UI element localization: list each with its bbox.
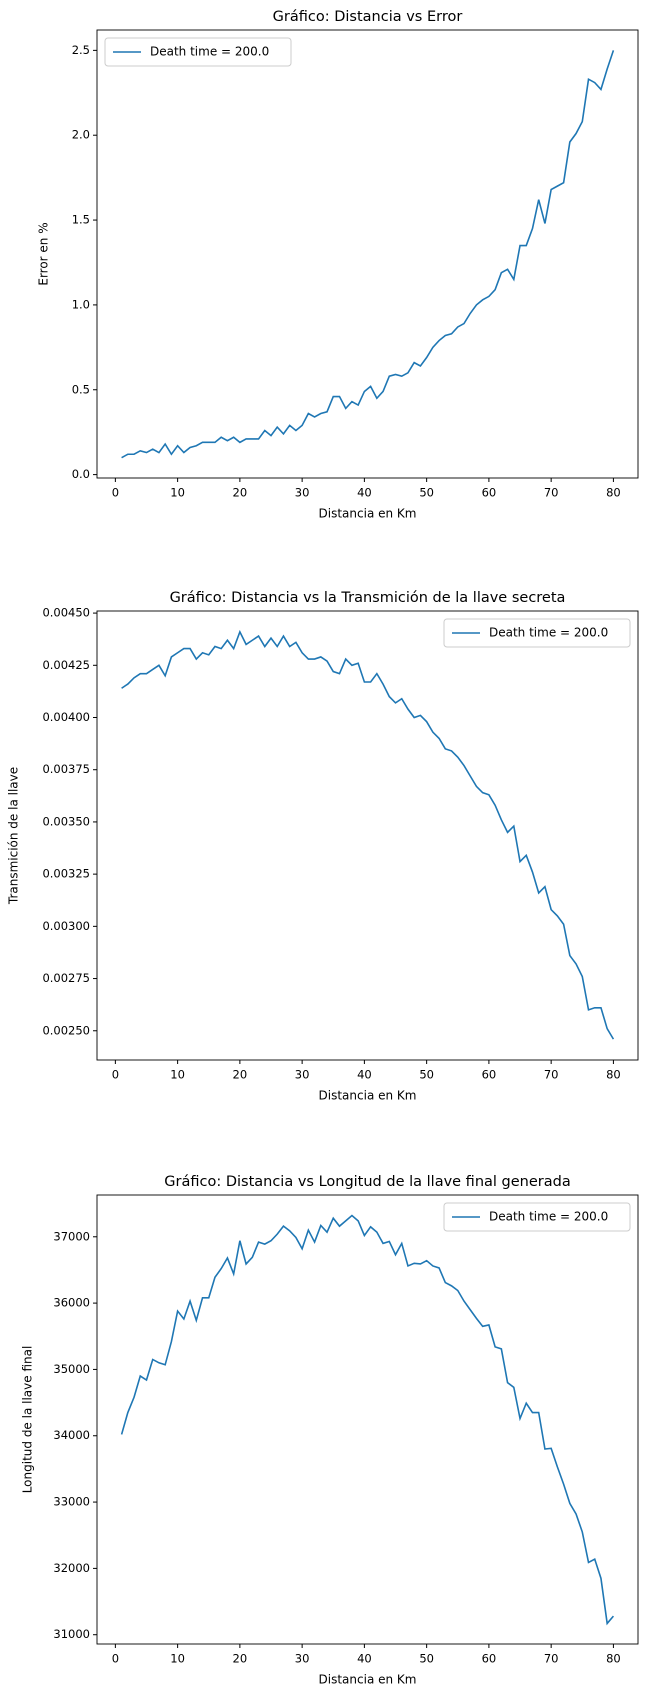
x-tick-label: 10 bbox=[170, 1068, 185, 1082]
y-tick-label: 0.00325 bbox=[42, 867, 90, 881]
plot-frame bbox=[96, 1194, 639, 1645]
y-tick-label: 0.00275 bbox=[42, 971, 90, 985]
legend-label: Death time = 200.0 bbox=[150, 45, 269, 59]
x-tick-label: 0 bbox=[112, 1652, 119, 1666]
y-axis-label: Transmición de la llave bbox=[7, 767, 21, 905]
plot-frame bbox=[96, 610, 639, 1061]
chart-title: Gráfico: Distancia vs Longitud de la lla… bbox=[164, 1174, 570, 1190]
legend-box bbox=[443, 618, 631, 648]
data-line bbox=[121, 50, 615, 459]
x-tick-label: 20 bbox=[233, 1652, 248, 1666]
x-tick-label: 20 bbox=[233, 486, 248, 500]
y-tick-label: 36000 bbox=[53, 1296, 90, 1310]
x-axis-label: Distancia en Km bbox=[319, 507, 417, 521]
x-tick-label: 80 bbox=[606, 486, 621, 500]
x-tick-label: 60 bbox=[482, 1068, 497, 1082]
x-tick-label: 80 bbox=[606, 1652, 621, 1666]
y-tick-label: 2.0 bbox=[72, 128, 90, 142]
y-tick-label: 0.00300 bbox=[42, 919, 90, 933]
plot-frame bbox=[96, 29, 639, 479]
y-tick-label: 33000 bbox=[53, 1495, 90, 1509]
chart: Gráfico: Distancia vs la Transmición de … bbox=[7, 590, 639, 1103]
x-tick-label: 40 bbox=[357, 1652, 372, 1666]
x-tick-label: 70 bbox=[544, 1068, 559, 1082]
y-tick-label: 31000 bbox=[53, 1627, 90, 1641]
y-tick-label: 35000 bbox=[53, 1362, 90, 1376]
legend-box bbox=[104, 37, 292, 67]
chart: Gráfico: Distancia vs Error 0 10 20 30 40 50 60… bbox=[37, 9, 639, 521]
y-tick-label: 37000 bbox=[53, 1229, 90, 1243]
x-tick-label: 20 bbox=[233, 1068, 248, 1082]
legend-label: Death time = 200.0 bbox=[489, 626, 608, 640]
x-tick-label: 0 bbox=[112, 1068, 119, 1082]
y-tick-label: 0.00250 bbox=[42, 1023, 90, 1037]
y-tick-label: 0.5 bbox=[72, 382, 90, 396]
x-tick-label: 50 bbox=[419, 1068, 434, 1082]
x-tick-label: 60 bbox=[482, 1652, 497, 1666]
y-tick-label: 0.00400 bbox=[42, 710, 90, 724]
x-tick-label: 40 bbox=[357, 486, 372, 500]
legend-label: Death time = 200.0 bbox=[489, 1210, 608, 1224]
x-tick-label: 60 bbox=[482, 486, 497, 500]
data-line bbox=[121, 629, 615, 1040]
y-tick-label: 0.00350 bbox=[42, 814, 90, 828]
chart-title: Gráfico: Distancia vs Error bbox=[273, 9, 463, 25]
x-tick-label: 50 bbox=[419, 486, 434, 500]
x-tick-label: 70 bbox=[544, 486, 559, 500]
y-tick-label: 0.00425 bbox=[42, 658, 90, 672]
x-tick-label: 10 bbox=[170, 486, 185, 500]
x-tick-label: 30 bbox=[295, 1068, 310, 1082]
x-tick-label: 30 bbox=[295, 1652, 310, 1666]
chart-title: Gráfico: Distancia vs la Transmición de … bbox=[170, 590, 566, 606]
x-tick-label: 10 bbox=[170, 1652, 185, 1666]
y-tick-label: 0.00375 bbox=[42, 762, 90, 776]
x-tick-label: 50 bbox=[419, 1652, 434, 1666]
y-tick-label: 34000 bbox=[53, 1428, 90, 1442]
y-tick-label: 0.0 bbox=[72, 467, 90, 481]
x-tick-label: 40 bbox=[357, 1068, 372, 1082]
y-tick-label: 1.0 bbox=[72, 297, 90, 311]
y-axis-label: Error en % bbox=[37, 222, 51, 285]
x-tick-label: 0 bbox=[112, 486, 119, 500]
y-tick-label: 32000 bbox=[53, 1561, 90, 1575]
x-tick-label: 70 bbox=[544, 1652, 559, 1666]
y-tick-label: 2.5 bbox=[72, 43, 90, 57]
x-tick-label: 30 bbox=[295, 486, 310, 500]
y-axis-label: Longitud de la llave final bbox=[21, 1346, 35, 1494]
y-tick-label: 0.00450 bbox=[42, 606, 90, 620]
x-tick-label: 80 bbox=[606, 1068, 621, 1082]
x-axis-label: Distancia en Km bbox=[319, 1089, 417, 1103]
data-line bbox=[120, 1214, 615, 1626]
y-tick-label: 1.5 bbox=[72, 213, 90, 227]
chart: Gráfico: Distancia vs Longitud de la lla… bbox=[21, 1174, 639, 1687]
x-axis-label: Distancia en Km bbox=[319, 1673, 417, 1687]
legend-box bbox=[443, 1202, 631, 1232]
